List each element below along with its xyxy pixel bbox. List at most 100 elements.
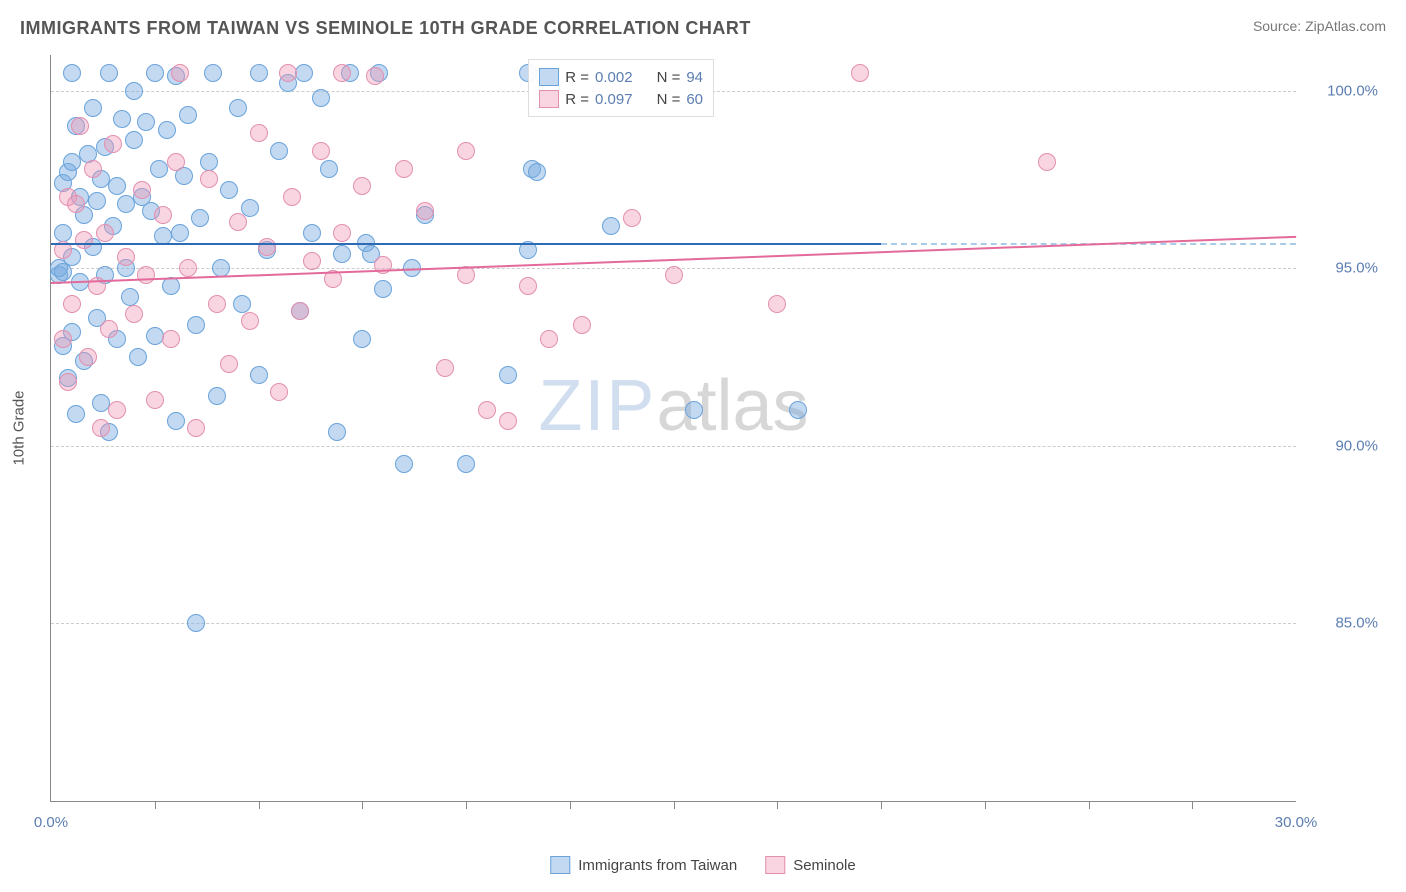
legend-swatch	[539, 68, 559, 86]
legend-r-value: 0.097	[595, 91, 633, 108]
data-point	[137, 113, 155, 131]
bottom-legend: Immigrants from Taiwan Seminole	[550, 856, 855, 874]
grid-line	[51, 623, 1296, 624]
plot-area: 10th Grade ZIPatlas 85.0%90.0%95.0%100.0…	[50, 55, 1386, 832]
data-point	[92, 419, 110, 437]
watermark: ZIPatlas	[538, 365, 808, 447]
legend-swatch	[765, 856, 785, 874]
data-point	[167, 412, 185, 430]
data-point	[270, 383, 288, 401]
data-point	[79, 348, 97, 366]
grid-line	[51, 446, 1296, 447]
x-tick	[466, 801, 467, 809]
data-point	[171, 224, 189, 242]
data-point	[333, 64, 351, 82]
data-point	[84, 160, 102, 178]
data-point	[146, 327, 164, 345]
data-point	[623, 209, 641, 227]
legend-r-label: R =	[565, 69, 589, 86]
data-point	[121, 288, 139, 306]
data-point	[84, 99, 102, 117]
data-point	[75, 231, 93, 249]
bottom-legend-item: Immigrants from Taiwan	[550, 856, 737, 874]
x-tick-label: 0.0%	[34, 814, 68, 831]
data-point	[528, 163, 546, 181]
x-tick	[985, 801, 986, 809]
data-point	[241, 199, 259, 217]
data-point	[499, 366, 517, 384]
legend-swatch	[539, 90, 559, 108]
y-tick-label: 100.0%	[1306, 82, 1378, 99]
data-point	[63, 295, 81, 313]
data-point	[291, 302, 309, 320]
data-point	[333, 245, 351, 263]
data-point	[108, 401, 126, 419]
data-point	[395, 455, 413, 473]
data-point	[220, 181, 238, 199]
data-point	[158, 121, 176, 139]
data-point	[250, 366, 268, 384]
data-point	[162, 330, 180, 348]
data-point	[353, 330, 371, 348]
data-point	[395, 160, 413, 178]
data-point	[187, 419, 205, 437]
bottom-legend-label: Immigrants from Taiwan	[578, 857, 737, 874]
legend-row: R = 0.097N = 60	[539, 88, 703, 110]
data-point	[88, 192, 106, 210]
data-point	[229, 213, 247, 231]
data-point	[279, 64, 297, 82]
data-point	[150, 160, 168, 178]
data-point	[54, 224, 72, 242]
chart-title: IMMIGRANTS FROM TAIWAN VS SEMINOLE 10TH …	[20, 18, 751, 39]
data-point	[200, 153, 218, 171]
data-point	[328, 423, 346, 441]
y-axis-label: 10th Grade	[11, 390, 28, 465]
x-tick	[362, 801, 363, 809]
data-point	[59, 373, 77, 391]
data-point	[457, 266, 475, 284]
data-point	[100, 320, 118, 338]
data-point	[768, 295, 786, 313]
data-point	[220, 355, 238, 373]
data-point	[478, 401, 496, 419]
data-point	[167, 153, 185, 171]
bottom-legend-item: Seminole	[765, 856, 856, 874]
data-point	[258, 238, 276, 256]
data-point	[125, 131, 143, 149]
y-tick-label: 85.0%	[1306, 615, 1378, 632]
y-tick-label: 95.0%	[1306, 260, 1378, 277]
bottom-legend-label: Seminole	[793, 857, 856, 874]
data-point	[312, 142, 330, 160]
data-point	[303, 252, 321, 270]
data-point	[187, 614, 205, 632]
x-tick	[777, 801, 778, 809]
data-point	[71, 117, 89, 135]
data-point	[187, 316, 205, 334]
data-point	[295, 64, 313, 82]
data-point	[137, 266, 155, 284]
data-point	[179, 259, 197, 277]
data-point	[108, 177, 126, 195]
x-tick	[259, 801, 260, 809]
data-point	[685, 401, 703, 419]
data-point	[117, 195, 135, 213]
data-point	[374, 280, 392, 298]
correlation-legend: R = 0.002N = 94R = 0.097N = 60	[528, 59, 714, 117]
data-point	[54, 330, 72, 348]
data-point	[540, 330, 558, 348]
legend-r-label: R =	[565, 91, 589, 108]
data-point	[179, 106, 197, 124]
data-point	[208, 387, 226, 405]
data-point	[63, 64, 81, 82]
legend-row: R = 0.002N = 94	[539, 66, 703, 88]
x-tick	[1192, 801, 1193, 809]
data-point	[113, 110, 131, 128]
data-point	[133, 181, 151, 199]
data-point	[270, 142, 288, 160]
data-point	[320, 160, 338, 178]
data-point	[353, 177, 371, 195]
y-tick-label: 90.0%	[1306, 437, 1378, 454]
x-tick	[155, 801, 156, 809]
data-point	[67, 195, 85, 213]
trend-line	[51, 243, 881, 245]
